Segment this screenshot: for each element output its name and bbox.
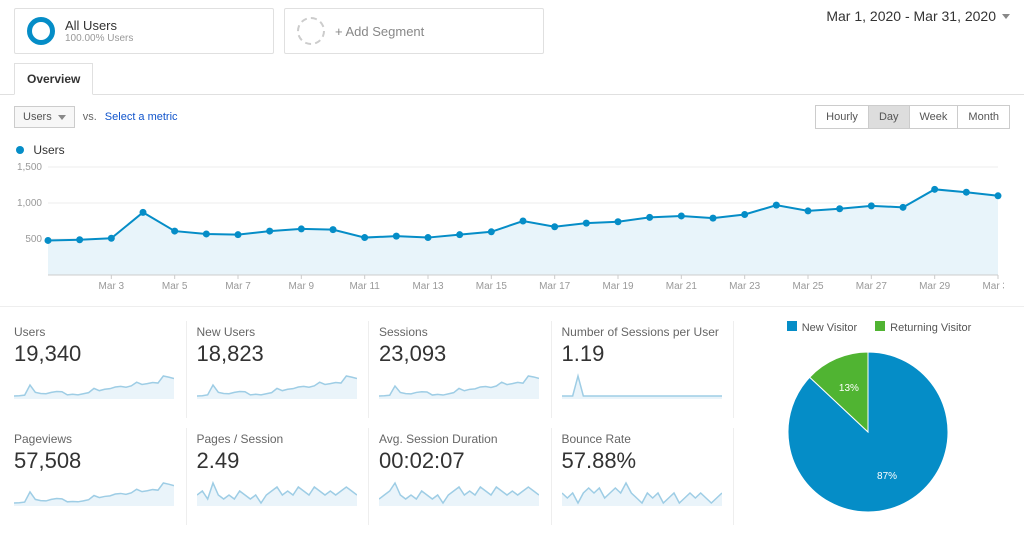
segment-circle-icon bbox=[27, 17, 55, 45]
metric-card[interactable]: Bounce Rate 57.88% bbox=[562, 428, 735, 525]
chevron-down-icon bbox=[58, 115, 66, 120]
metric-label: New Users bbox=[197, 325, 359, 339]
metric-label: Pageviews bbox=[14, 432, 176, 446]
time-btn-month[interactable]: Month bbox=[957, 105, 1010, 129]
metric-card[interactable]: New Users 18,823 bbox=[197, 321, 370, 418]
metric-label: Users bbox=[14, 325, 176, 339]
metric-dropdown[interactable]: Users bbox=[14, 106, 75, 128]
svg-text:500: 500 bbox=[25, 234, 42, 245]
sparkline bbox=[562, 371, 722, 399]
svg-text:Mar 25: Mar 25 bbox=[792, 281, 824, 292]
tab-bar: Overview bbox=[0, 62, 1024, 95]
date-range-picker[interactable]: Mar 1, 2020 - Mar 31, 2020 bbox=[826, 8, 1010, 24]
metric-value: 19,340 bbox=[14, 341, 176, 367]
chart-legend-label: Users bbox=[33, 143, 64, 157]
metric-card[interactable]: Pageviews 57,508 bbox=[14, 428, 187, 525]
time-granularity-toggle: HourlyDayWeekMonth bbox=[816, 105, 1010, 129]
select-metric-link[interactable]: Select a metric bbox=[105, 111, 178, 123]
svg-text:Mar 7: Mar 7 bbox=[225, 281, 251, 292]
metric-label: Avg. Session Duration bbox=[379, 432, 541, 446]
metric-label: Pages / Session bbox=[197, 432, 359, 446]
metric-card[interactable]: Users 19,340 bbox=[14, 321, 187, 418]
tab-overview[interactable]: Overview bbox=[14, 63, 93, 95]
svg-text:Mar 29: Mar 29 bbox=[919, 281, 951, 292]
pie-legend-item: Returning Visitor bbox=[875, 321, 971, 334]
vs-label: vs. bbox=[83, 111, 97, 123]
svg-text:Mar 5: Mar 5 bbox=[162, 281, 188, 292]
time-btn-week[interactable]: Week bbox=[909, 105, 959, 129]
metric-card[interactable]: Avg. Session Duration 00:02:07 bbox=[379, 428, 552, 525]
svg-text:Mar 9: Mar 9 bbox=[289, 281, 315, 292]
metrics-grid: Users 19,340 New Users 18,823 Sessions 23,093… bbox=[14, 321, 734, 525]
segment-text: All Users 100.00% Users bbox=[65, 18, 133, 44]
svg-text:87%: 87% bbox=[877, 471, 897, 482]
metric-value: 00:02:07 bbox=[379, 448, 541, 474]
main-chart-section: Users 500 1,000 1,500 Mar 3 Mar 5 Mar 7 Mar 9 M… bbox=[0, 143, 1024, 307]
main-chart-svg: 500 1,000 1,500 Mar 3 Mar 5 Mar 7 Mar 9 Mar 11 M… bbox=[14, 163, 1004, 293]
metric-label: Number of Sessions per User bbox=[562, 325, 724, 339]
metric-value: 2.49 bbox=[197, 448, 359, 474]
add-segment-button[interactable]: + Add Segment bbox=[284, 8, 544, 54]
svg-text:Mar 11: Mar 11 bbox=[349, 281, 380, 292]
metric-value: 1.19 bbox=[562, 341, 724, 367]
svg-text:Mar 15: Mar 15 bbox=[476, 281, 508, 292]
metrics-row: Users 19,340 New Users 18,823 Sessions 23,093… bbox=[0, 307, 1024, 539]
metric-card[interactable]: Sessions 23,093 bbox=[379, 321, 552, 418]
svg-text:13%: 13% bbox=[839, 383, 859, 394]
sparkline bbox=[197, 371, 357, 399]
sparkline bbox=[14, 478, 174, 506]
pie-legend: New Visitor Returning Visitor bbox=[748, 321, 1010, 334]
pie-legend-item: New Visitor bbox=[787, 321, 857, 334]
sparkline bbox=[197, 478, 357, 506]
metric-label: Bounce Rate bbox=[562, 432, 724, 446]
segment-title: All Users bbox=[65, 18, 133, 33]
chart-legend: Users bbox=[16, 143, 1010, 157]
sparkline bbox=[379, 478, 539, 506]
chart-controls: Users vs. Select a metric HourlyDayWeekM… bbox=[0, 95, 1024, 139]
metric-value: 57.88% bbox=[562, 448, 724, 474]
svg-text:Mar 13: Mar 13 bbox=[412, 281, 444, 292]
svg-text:Mar 23: Mar 23 bbox=[729, 281, 761, 292]
main-chart: 500 1,000 1,500 Mar 3 Mar 5 Mar 7 Mar 9 Mar 11 M… bbox=[14, 163, 1010, 296]
time-btn-hourly[interactable]: Hourly bbox=[815, 105, 869, 129]
add-segment-circle-icon bbox=[297, 17, 325, 45]
header-row: All Users 100.00% Users + Add Segment Ma… bbox=[0, 0, 1024, 62]
svg-text:1,500: 1,500 bbox=[17, 163, 42, 173]
metric-value: 18,823 bbox=[197, 341, 359, 367]
svg-text:Mar 27: Mar 27 bbox=[856, 281, 888, 292]
metric-label: Sessions bbox=[379, 325, 541, 339]
metric-value: 23,093 bbox=[379, 341, 541, 367]
metric-value: 57,508 bbox=[14, 448, 176, 474]
date-range-text: Mar 1, 2020 - Mar 31, 2020 bbox=[826, 8, 996, 24]
svg-text:Mar 19: Mar 19 bbox=[602, 281, 634, 292]
segment-all-users[interactable]: All Users 100.00% Users bbox=[14, 8, 274, 54]
time-btn-day[interactable]: Day bbox=[868, 105, 910, 129]
sparkline bbox=[379, 371, 539, 399]
metric-dropdown-label: Users bbox=[23, 111, 52, 123]
pie-chart: 87% 13% bbox=[748, 342, 988, 522]
sparkline bbox=[14, 371, 174, 399]
add-segment-label: + Add Segment bbox=[335, 24, 424, 39]
svg-text:1,000: 1,000 bbox=[17, 198, 42, 209]
svg-text:Mar 21: Mar 21 bbox=[666, 281, 698, 292]
legend-dot-icon bbox=[16, 146, 24, 154]
metric-card[interactable]: Number of Sessions per User 1.19 bbox=[562, 321, 735, 418]
pie-section: New Visitor Returning Visitor 87% 13% bbox=[748, 321, 1010, 525]
segment-subtitle: 100.00% Users bbox=[65, 33, 133, 44]
svg-text:Mar 17: Mar 17 bbox=[539, 281, 571, 292]
metric-card[interactable]: Pages / Session 2.49 bbox=[197, 428, 370, 525]
svg-text:Mar 3: Mar 3 bbox=[99, 281, 125, 292]
sparkline bbox=[562, 478, 722, 506]
svg-text:Mar 31: Mar 31 bbox=[982, 281, 1004, 292]
chevron-down-icon bbox=[1002, 14, 1010, 19]
